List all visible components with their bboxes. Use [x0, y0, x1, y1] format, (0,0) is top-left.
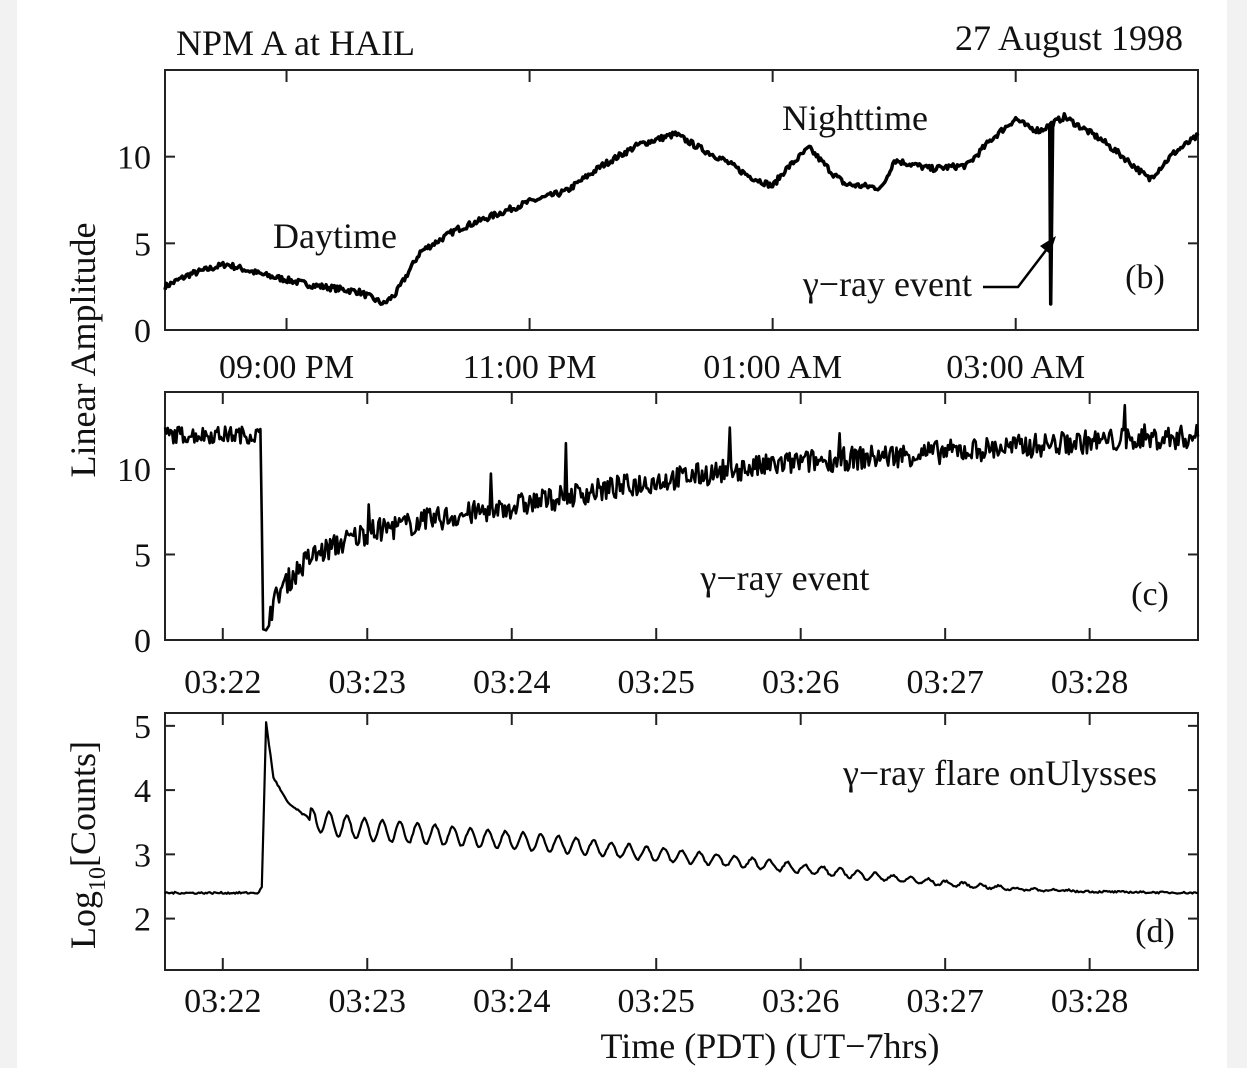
- y-tick-label: 3: [134, 837, 151, 874]
- series-line: [163, 403, 1200, 632]
- shared-x-axis-label: Time (PDT) (UT−7hrs): [601, 1026, 940, 1066]
- x-tick-label: 03:24: [473, 664, 550, 701]
- x-tick-label: 03:27: [906, 664, 983, 701]
- x-tick-label: 03:22: [184, 664, 261, 701]
- panel-c: 0 5 10 03:22 03:23 03:24 03:25 03:26 03:27 03:28 γ…: [117, 391, 1200, 701]
- x-tick-label: 01:00 AM: [703, 349, 842, 386]
- x-tick-label: 03:26: [762, 983, 839, 1020]
- panel-label: (c): [1131, 576, 1169, 613]
- annotation: Daytime: [273, 216, 397, 256]
- annotation: γ−ray event: [699, 558, 869, 598]
- annotation: γ−ray flare onUlysses: [842, 753, 1157, 793]
- series-line: [163, 112, 1200, 306]
- x-tick-label: 03:28: [1051, 983, 1128, 1020]
- y-tick-label: 2: [134, 902, 151, 939]
- plot-frame: [164, 69, 1199, 331]
- y-tick-label: 5: [134, 709, 151, 746]
- figure-background: [17, 0, 1227, 1068]
- panel-label: (b): [1125, 259, 1165, 296]
- y-tick-label: 5: [134, 226, 151, 263]
- series-line: [164, 721, 1199, 895]
- y-tick-label: 10: [117, 452, 151, 489]
- y-tick-label: 0: [134, 313, 151, 350]
- y-tick-label: 0: [134, 623, 151, 660]
- event-arrow-head: [1040, 236, 1056, 254]
- x-tick-label: 03:28: [1051, 664, 1128, 701]
- x-tick-label: 03:24: [473, 983, 550, 1020]
- x-tick-label: 03:00 AM: [946, 349, 1085, 386]
- x-tick-label: 03:27: [906, 983, 983, 1020]
- date-title: 27 August 1998: [955, 18, 1183, 58]
- x-tick-label: 03:23: [329, 664, 406, 701]
- annotation: Nighttime: [782, 98, 928, 138]
- x-tick-label: 03:22: [184, 983, 261, 1020]
- annotation: γ−ray event: [802, 264, 972, 304]
- x-tick-label: 09:00 PM: [219, 349, 354, 386]
- event-arrow-line: [983, 244, 1051, 289]
- x-tick-label: 11:00 PM: [463, 349, 597, 386]
- x-tick-label: 03:25: [617, 983, 694, 1020]
- y-tick-label: 4: [134, 773, 151, 810]
- x-tick-label: 03:26: [762, 664, 839, 701]
- panel-d: 2 3 4 5 03:22 03:23 03:24 03:25 03:26 03:27 03:28 γ…: [134, 709, 1199, 1020]
- x-tick-label: 03:23: [329, 983, 406, 1020]
- y-tick-label: 10: [117, 140, 151, 177]
- panel-b: 0 5 10 09:00 PM 11:00 PM 01:00 AM 03:00 AM Dayt…: [117, 69, 1200, 386]
- x-tick-label: 03:25: [617, 664, 694, 701]
- station-title: NPM A at HAIL: [176, 23, 415, 63]
- panel-label: (d): [1135, 913, 1175, 950]
- shared-y-axis-label: Linear Amplitude: [63, 223, 103, 478]
- plot-frame: [164, 712, 1199, 971]
- y-tick-label: 5: [134, 537, 151, 574]
- plot-frame: [164, 391, 1199, 641]
